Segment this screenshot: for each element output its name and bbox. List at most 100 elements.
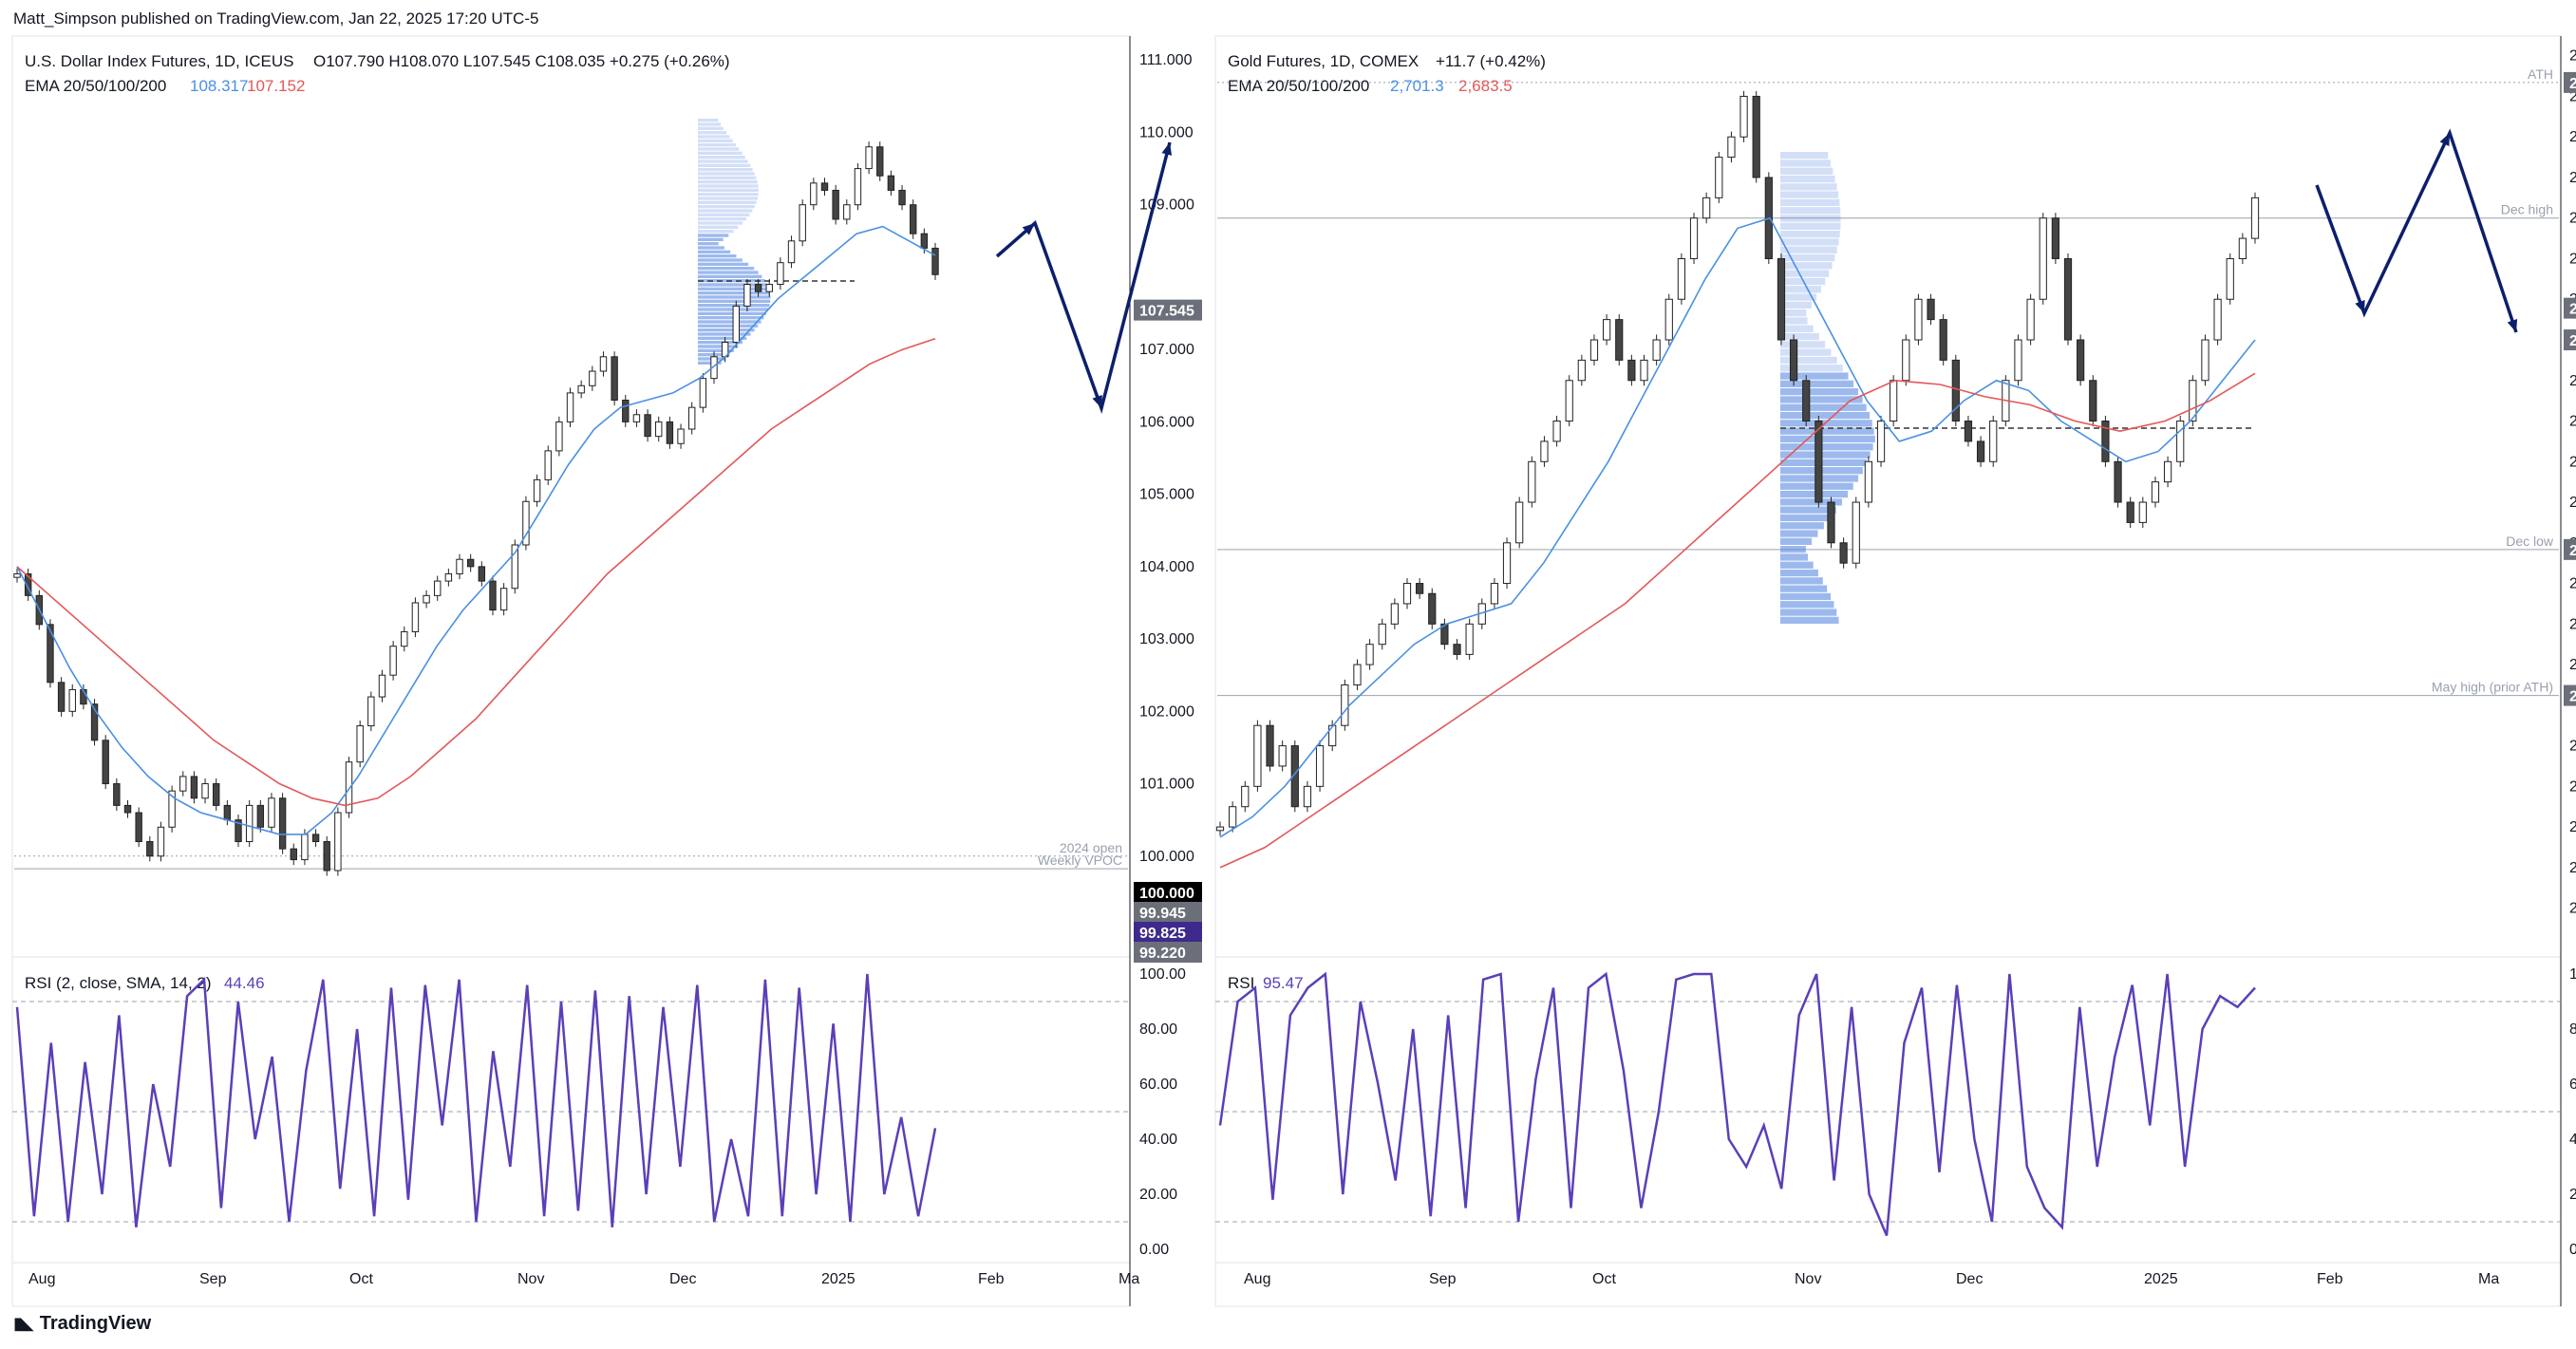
- tradingview-brand: ▮◣ TradingView: [13, 1313, 151, 1335]
- candle-body: [655, 421, 663, 438]
- price-tick-label: 104.000: [1139, 559, 1194, 575]
- volume-profile-bar: [1780, 231, 1840, 238]
- gold-ema-label: EMA 20/50/100/200: [1228, 77, 1369, 95]
- candle-body: [13, 572, 21, 578]
- volume-profile-bar: [698, 193, 759, 197]
- candle-body: [1290, 745, 1299, 808]
- candle-body: [799, 204, 806, 242]
- price-tick-label: 2,800.0: [2569, 129, 2576, 145]
- candle-body: [1939, 319, 1947, 361]
- candle-body: [1739, 95, 1748, 138]
- candle-body: [268, 797, 275, 828]
- x-axis-label: Aug: [28, 1271, 55, 1287]
- level-label: Dec low: [2506, 534, 2554, 549]
- price-tick-label: 106.000: [1139, 414, 1194, 430]
- volume-profile-bar: [1780, 175, 1835, 183]
- candle-body: [1827, 501, 1835, 544]
- volume-profile-bar: [1780, 222, 1841, 230]
- volume-profile-bar: [1780, 293, 1817, 301]
- level-label: Dec high: [2501, 202, 2553, 217]
- x-axis-label: Sep: [199, 1271, 227, 1287]
- volume-profile-bar: [698, 147, 740, 151]
- volume-profile-bar: [1780, 403, 1867, 411]
- candle-body: [278, 797, 287, 850]
- volume-profile-bar: [698, 316, 764, 320]
- candle-body: [356, 725, 364, 763]
- candle-body: [2201, 339, 2209, 382]
- candle-body: [1577, 359, 1586, 382]
- rsi-line: [15, 973, 937, 1227]
- volume-profile-bar: [698, 345, 739, 348]
- candle-body: [2176, 421, 2185, 462]
- publisher-line: Matt_Simpson published on TradingView.co…: [13, 9, 539, 28]
- dxy-rsi-label: RSI (2, close, SMA, 14, 2): [25, 974, 212, 992]
- candle-body: [1402, 583, 1412, 605]
- candle-body: [113, 783, 121, 806]
- volume-profile-bar: [1780, 372, 1849, 380]
- candle-body: [345, 761, 353, 814]
- price-badge-label: 100.000: [1139, 886, 1194, 902]
- dxy-rsi-value: 44.46: [224, 974, 265, 992]
- rsi-tick-label: 60.00: [1139, 1077, 1177, 1093]
- candle-body: [1852, 501, 1860, 564]
- volume-profile-bar: [698, 143, 737, 147]
- candle-body: [157, 826, 165, 857]
- volume-profile-bar: [1780, 152, 1829, 159]
- candle-body: [1652, 339, 1661, 361]
- candle-body: [1715, 157, 1723, 198]
- tradingview-logo-icon: ▮◣: [13, 1314, 34, 1333]
- volume-profile-bar: [1780, 616, 1839, 624]
- candle-body: [444, 572, 453, 582]
- rsi-tick-label: 0.00: [2569, 1242, 2576, 1258]
- volume-profile-bar: [698, 341, 743, 345]
- volume-profile-bar: [698, 217, 746, 221]
- dxy-ohlc: O107.790 H108.070 L107.545 C108.035 +0.2…: [313, 52, 730, 70]
- price-badge-label: 2,700.0: [2569, 333, 2576, 349]
- price-tick-label: 2,500.0: [2569, 739, 2576, 755]
- price-tick-label: 2,660.0: [2569, 414, 2576, 430]
- candle-body: [522, 500, 530, 546]
- volume-profile-bar: [698, 262, 749, 266]
- volume-profile-bar: [1780, 348, 1832, 356]
- ema-slow-line: [1219, 372, 2256, 869]
- volume-profile-bar: [1780, 207, 1841, 215]
- gold-ohlc: +11.7 (+0.42%): [1436, 52, 1546, 70]
- dxy-symbol: U.S. Dollar Index Futures, 1D, ICEUS: [25, 52, 293, 70]
- x-axis-label: Ma: [2478, 1271, 2499, 1287]
- candle-body: [611, 356, 618, 402]
- candle-body: [887, 175, 895, 191]
- candle-body: [179, 776, 187, 792]
- volume-profile-bar: [698, 200, 757, 204]
- volume-profile-bar: [1780, 309, 1807, 317]
- price-badge: [2564, 329, 2576, 350]
- candle-body: [411, 602, 420, 632]
- candle-body: [1927, 298, 1935, 321]
- volume-profile-bar: [1780, 253, 1835, 262]
- candle-body: [1416, 583, 1424, 594]
- arrow-head: [1022, 223, 1035, 235]
- candle-body: [1602, 319, 1611, 341]
- brand-label: TradingView: [39, 1313, 152, 1334]
- gold-panel: [1214, 35, 2562, 1307]
- candle-body: [57, 682, 66, 712]
- candle-body: [434, 580, 442, 596]
- volume-profile-bar: [698, 287, 769, 290]
- candle-body: [499, 588, 508, 611]
- candle-body: [854, 168, 862, 206]
- ema-fast-line: [1219, 216, 2256, 838]
- candle-body: [2151, 481, 2160, 503]
- candle-body: [466, 558, 475, 568]
- price-badge-label: 99.825: [1139, 926, 1186, 942]
- gold-rsi-value: 95.47: [1263, 974, 1304, 992]
- volume-profile-bar: [1780, 246, 1837, 253]
- volume-profile-bar: [698, 119, 719, 122]
- candle-body: [1752, 95, 1760, 178]
- volume-profile-bar: [698, 131, 727, 135]
- volume-profile-bar: [1780, 270, 1830, 277]
- volume-profile-bar: [698, 254, 737, 258]
- x-axis-label: Oct: [1592, 1271, 1616, 1287]
- volume-profile-bar: [1780, 356, 1837, 365]
- candle-body: [102, 740, 109, 785]
- level-label: ATH: [2528, 66, 2553, 82]
- candle-body: [632, 414, 641, 422]
